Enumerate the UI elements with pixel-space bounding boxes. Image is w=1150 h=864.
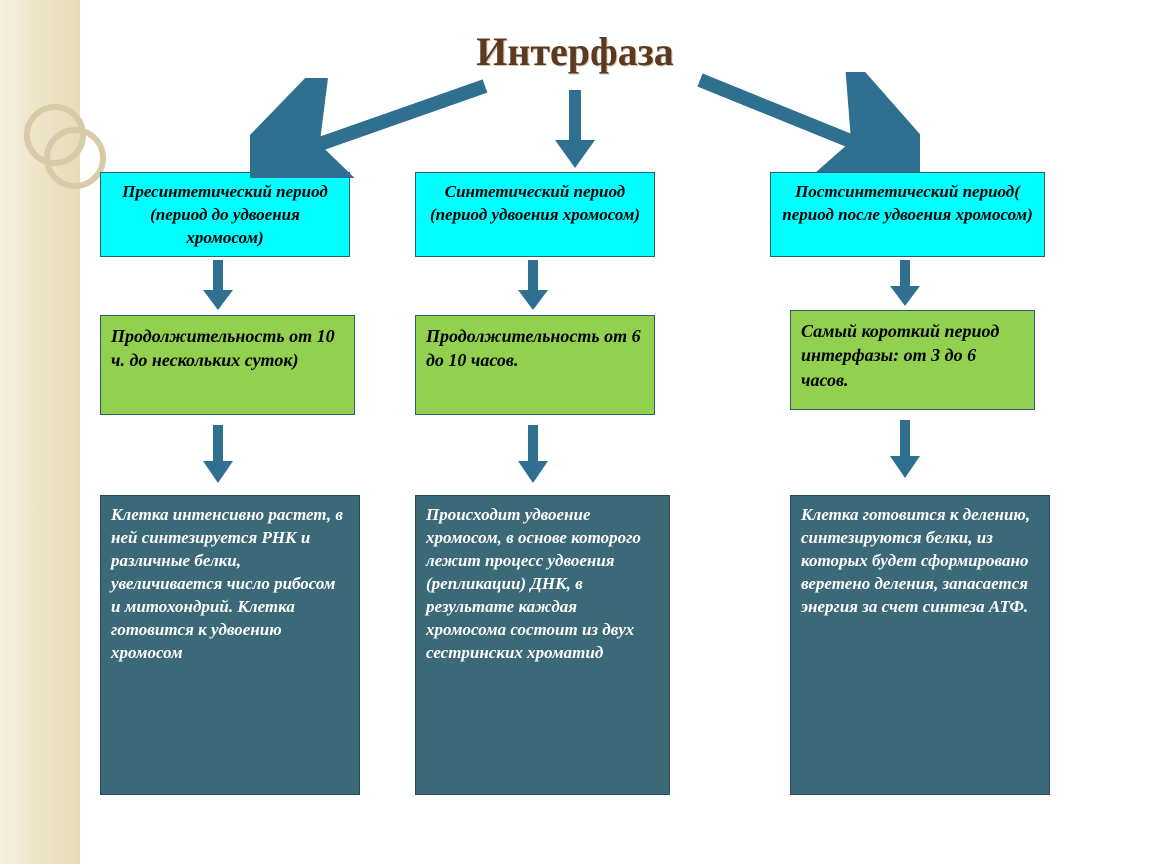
desc-box-1: Клетка интенсивно растет, в ней синтезир…: [100, 495, 360, 795]
header-box-1: Пресинтетический период (период до удвое…: [100, 172, 350, 257]
arrow-c2-down1-icon: [518, 260, 548, 312]
duration-box-2: Продолжительность от 6 до 10 часов.: [415, 315, 655, 415]
arrow-title-to-col2-icon: [555, 90, 595, 170]
desc-box-2: Происходит удвоение хромосом, в основе к…: [415, 495, 670, 795]
duration-box-1: Продолжительность от 10 ч. до нескольких…: [100, 315, 355, 415]
arrow-title-to-col3-icon: [690, 72, 920, 172]
page-title: Интерфаза: [0, 28, 1150, 75]
arrow-c3-down1-icon: [890, 260, 920, 308]
header-box-2: Синтетический период (период удвоения хр…: [415, 172, 655, 257]
header-box-3: Постсинтетический период( период после у…: [770, 172, 1045, 257]
arrow-c2-down2-icon: [518, 425, 548, 485]
desc-box-3: Клетка готовится к делению, синтезируютс…: [790, 495, 1050, 795]
arrow-c1-down2-icon: [203, 425, 233, 485]
arrow-c1-down1-icon: [203, 260, 233, 312]
arrow-c3-down2-icon: [890, 420, 920, 480]
duration-box-3: Самый короткий период интерфазы: от 3 до…: [790, 310, 1035, 410]
slide-sidebar: [0, 0, 80, 864]
arrow-title-to-col1-icon: [250, 78, 500, 178]
